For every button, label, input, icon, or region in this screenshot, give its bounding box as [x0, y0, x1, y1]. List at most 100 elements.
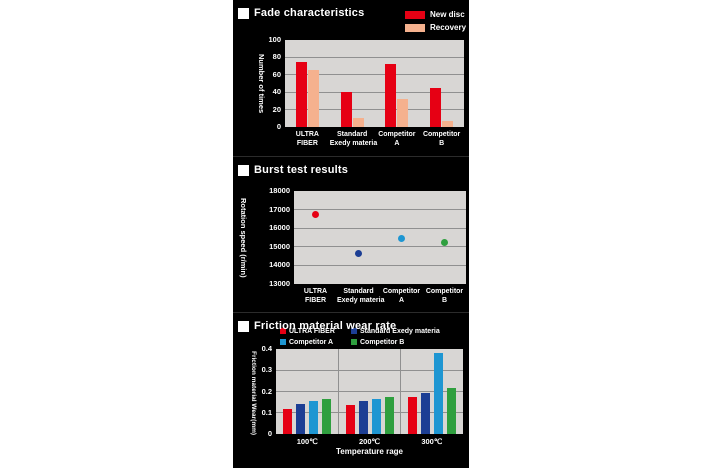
gridline-vertical	[400, 349, 402, 434]
category-label-line: Competitor	[425, 288, 464, 295]
bar	[433, 353, 443, 434]
category-label: 300℃	[401, 437, 463, 446]
friction-material-wear-rate-section: Friction material wear rate Friction mat…	[233, 312, 469, 468]
y-tick-label: 0.2	[261, 386, 272, 396]
legend-label: New disc	[430, 10, 465, 19]
category-label: Standard Exedy materia	[329, 130, 378, 148]
category-label-line: 300℃	[421, 437, 443, 446]
bar	[283, 408, 293, 434]
bar	[407, 396, 417, 434]
category-label: 200℃	[338, 437, 400, 446]
legend-swatch	[351, 339, 357, 345]
gridline	[285, 56, 464, 58]
bar	[371, 398, 381, 434]
category-label: Standard Exedy materia	[337, 287, 384, 305]
bar	[397, 99, 409, 127]
y-tick-label: 40	[272, 87, 281, 97]
gridline	[285, 109, 464, 111]
section-title-row: Friction material wear rate	[238, 320, 396, 332]
bar	[430, 87, 442, 127]
bar	[358, 401, 368, 434]
category-label-line: A	[394, 140, 400, 147]
section-title-text: Burst test results	[254, 164, 349, 176]
scatter-point	[355, 249, 362, 257]
bar	[296, 404, 306, 434]
y-tick-label: 0	[276, 122, 281, 131]
legend-label: Competitor A	[289, 339, 334, 346]
category-label-line: 100℃	[296, 437, 318, 446]
section-title-text: Friction material wear rate	[254, 320, 397, 332]
category-label-line: FIBER	[305, 297, 326, 304]
legend-swatch	[280, 328, 286, 334]
category-label: Competitor B	[423, 287, 466, 305]
y-axis-label: Friction material Wear(mm)	[250, 350, 257, 436]
legend-swatch	[351, 328, 357, 334]
fade-characteristics-section: Fade characteristics Number of times 100…	[233, 0, 469, 156]
bar	[322, 398, 332, 434]
category-label-line: Exedy materia	[329, 140, 378, 147]
bar	[442, 120, 454, 127]
gridline	[294, 246, 466, 248]
bar	[352, 118, 364, 127]
category-label-line: ULTRA	[303, 288, 328, 295]
category-label-line: FIBER	[296, 140, 318, 147]
plot-area	[294, 191, 466, 284]
legend-label: ULTRA FIBER	[289, 328, 335, 335]
scatter-point	[312, 210, 319, 218]
y-axis-label: Number of times	[257, 53, 266, 114]
y-tick-label: 18000	[269, 186, 290, 195]
bar	[309, 401, 319, 434]
y-tick-label: 60	[272, 69, 281, 79]
bar	[307, 69, 319, 127]
category-label: ULTRA FIBER	[285, 130, 330, 148]
category-label-line: B	[439, 140, 445, 147]
bar	[340, 92, 352, 127]
gridline	[276, 369, 463, 371]
category-label-line: 200℃	[359, 437, 380, 446]
y-tick-label: 20	[272, 104, 281, 114]
gridline	[294, 209, 466, 211]
y-tick-label: 80	[272, 52, 281, 62]
scatter-point	[441, 238, 448, 246]
bar	[345, 405, 355, 434]
y-tick-label: 0.1	[261, 407, 272, 417]
y-tick-label: 13000	[269, 279, 290, 288]
gridline	[276, 412, 463, 414]
category-label: ULTRA FIBER	[294, 287, 337, 305]
bar	[385, 64, 397, 127]
y-axis-label: Rotation speed (r/min)	[239, 197, 248, 278]
gridline	[294, 227, 466, 229]
burst-test-results-section: Burst test results Rotation speed (r/min…	[233, 156, 469, 312]
charts-panel: Fade characteristics Number of times 100…	[233, 0, 469, 468]
legend-swatch	[280, 339, 286, 345]
bar	[384, 396, 394, 434]
legend-label: Competitor B	[360, 339, 405, 346]
category-label-line: Competitor	[422, 131, 461, 138]
section-title-text: Fade characteristics	[254, 7, 365, 19]
category-label: Competitor B	[419, 130, 464, 148]
section-title-row: Fade characteristics	[238, 7, 364, 19]
x-axis-label: Temperature rage	[336, 447, 403, 456]
y-tick-label: 0.4	[261, 344, 272, 353]
category-label: 100℃	[276, 437, 338, 446]
category-label-line: Competitor	[378, 131, 416, 138]
gridline	[285, 74, 464, 76]
y-tick-label: 17000	[269, 204, 290, 214]
category-label: Competitor A	[375, 130, 420, 148]
title-bullet-icon	[238, 164, 249, 176]
legend-swatch	[405, 24, 425, 32]
title-bullet-icon	[238, 320, 249, 332]
category-label-line: Standard	[336, 131, 368, 138]
category-label-line: ULTRA	[295, 131, 319, 138]
y-tick-label: 16000	[269, 223, 290, 233]
legend-label: Standard Exedy materia	[360, 328, 440, 335]
legend-swatch	[405, 11, 425, 19]
category-label-line: B	[441, 297, 448, 304]
section-title-row: Burst test results	[238, 164, 348, 176]
y-tick-label: 0	[267, 429, 272, 438]
scatter-point	[398, 234, 405, 242]
gridline	[276, 391, 463, 392]
category-label-line: A	[398, 297, 405, 304]
gridline	[285, 91, 464, 93]
